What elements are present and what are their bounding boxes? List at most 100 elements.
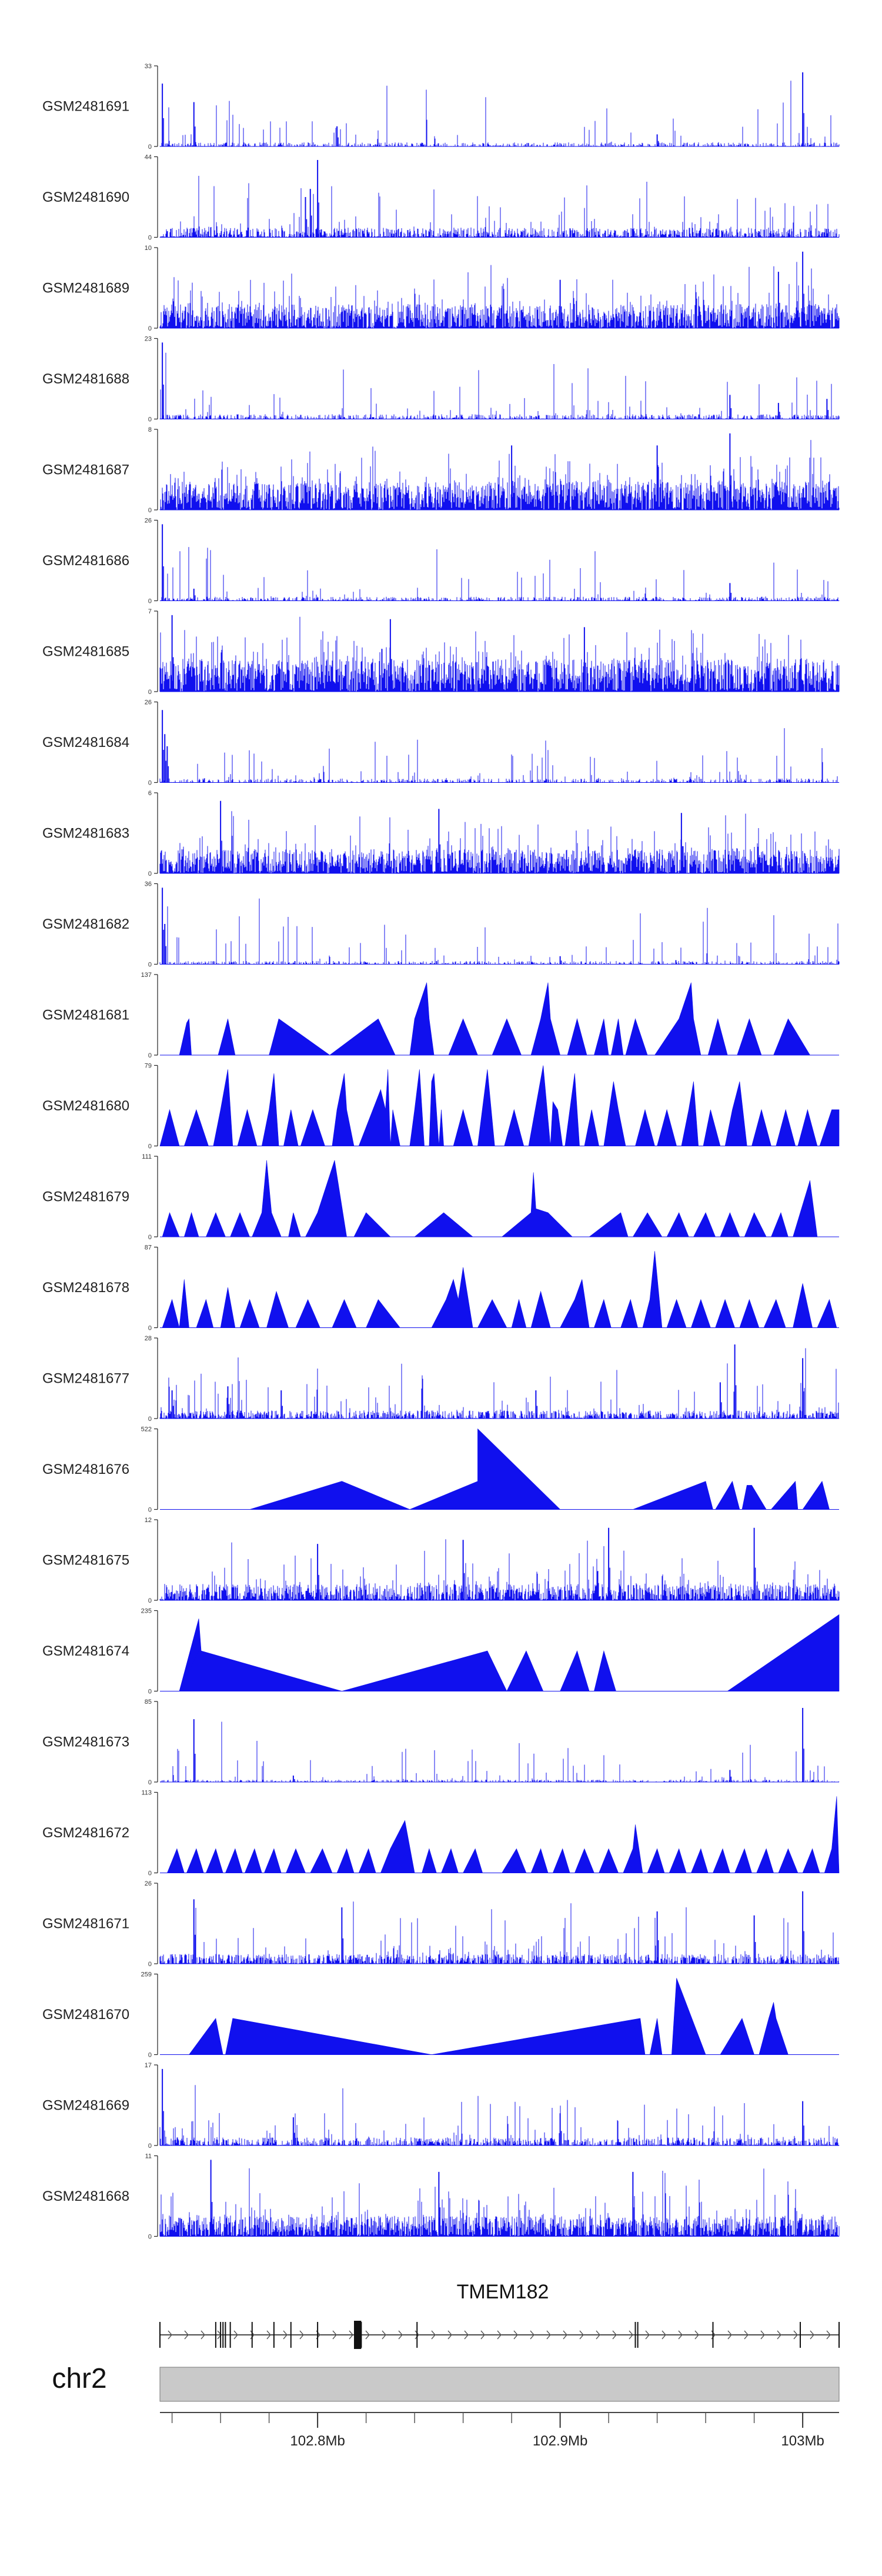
track-ymin-label: 0 — [148, 2143, 152, 2150]
coverage-signal — [188, 1978, 789, 2055]
coverage-signal — [159, 1901, 840, 1964]
track-ymax-label: 17 — [145, 2062, 152, 2069]
coverage-signal — [159, 81, 840, 146]
track-ymin-label: 0 — [148, 1325, 152, 1332]
track-GSM2481673: GSM2481673 85 0 — [42, 1699, 840, 1786]
coverage-signal — [162, 1251, 837, 1328]
track-label: GSM2481677 — [42, 1371, 129, 1387]
strand-arrow — [662, 2330, 666, 2340]
track-GSM2481672: GSM2481672 113 0 — [42, 1790, 840, 1877]
track-ymax-label: 26 — [145, 518, 152, 525]
track-ymin-label: 0 — [148, 144, 152, 151]
axis-minor-ticks — [171, 2413, 803, 2423]
strand-arrow — [826, 2330, 831, 2340]
strand-arrow — [497, 2330, 502, 2340]
track-GSM2481686: GSM2481686 26 0 — [42, 518, 840, 605]
track-ymin-label: 0 — [148, 1507, 152, 1514]
track-label: GSM2481690 — [42, 189, 129, 205]
gene-label: TMEM182 — [457, 2281, 549, 2303]
coverage-signal — [159, 728, 840, 783]
track-GSM2481674: GSM2481674 235 0 — [42, 1608, 840, 1696]
coverage-signal — [159, 1348, 840, 1419]
track-GSM2481691: GSM2481691 33 0 — [42, 63, 840, 151]
track-ymax-label: 26 — [145, 1880, 152, 1887]
track-label: GSM2481673 — [42, 1734, 129, 1750]
strand-arrow — [266, 2330, 271, 2340]
track-label: GSM2481688 — [42, 371, 129, 387]
coverage-signal — [159, 811, 840, 873]
track-ymin-label: 0 — [148, 507, 152, 514]
track-GSM2481679: GSM2481679 111 0 — [42, 1153, 839, 1241]
track-ymax-label: 85 — [145, 1699, 152, 1706]
strand-arrow — [382, 2330, 386, 2340]
strand-arrow — [283, 2330, 288, 2340]
track-ymin-label: 0 — [148, 689, 152, 696]
strand-arrow — [777, 2330, 781, 2340]
track-ymax-label: 79 — [145, 1063, 152, 1070]
coverage-signal — [159, 1539, 840, 1600]
track-ymin-label: 0 — [148, 1416, 152, 1423]
track-label: GSM2481687 — [42, 462, 129, 478]
strand-arrow — [447, 2330, 452, 2340]
strand-arrow — [760, 2330, 765, 2340]
strand-arrow — [546, 2330, 551, 2340]
track-GSM2481668: GSM2481668 11 0 — [42, 2153, 840, 2241]
track-ymax-label: 23 — [145, 336, 152, 343]
track-GSM2481675: GSM2481675 12 0 — [42, 1517, 840, 1604]
track-label: GSM2481691 — [42, 99, 129, 115]
track-ymax-label: 28 — [145, 1335, 152, 1342]
strand-arrow — [480, 2330, 485, 2340]
track-ymax-label: 26 — [145, 699, 152, 706]
track-label: GSM2481671 — [42, 1916, 129, 1932]
track-ymin-label: 0 — [148, 870, 152, 877]
track-label: GSM2481683 — [42, 826, 129, 842]
strand-arrow — [233, 2330, 238, 2340]
track-ymin-label: 0 — [148, 1961, 152, 1968]
strand-arrow — [793, 2330, 798, 2340]
strand-arrow — [415, 2330, 419, 2340]
track-ymax-label: 7 — [148, 608, 152, 615]
coverage-signal — [159, 898, 840, 965]
track-ymin-label: 0 — [148, 1234, 152, 1241]
track-ymin-label: 0 — [148, 1143, 152, 1150]
track-ymin-label: 0 — [148, 2234, 152, 2241]
track-GSM2481688: GSM2481688 23 0 — [42, 336, 840, 423]
track-ymax-label: 137 — [141, 972, 152, 979]
coverage-signal — [179, 1614, 840, 1692]
strand-arrow — [184, 2330, 189, 2340]
strand-arrow — [678, 2330, 683, 2340]
gene-track: TMEM182 — [159, 2281, 840, 2349]
track-GSM2481678: GSM2481678 87 0 — [42, 1244, 839, 1332]
gene-model — [159, 2321, 840, 2349]
track-ymax-label: 12 — [145, 1517, 152, 1524]
strand-arrow — [810, 2330, 814, 2340]
track-ymin-label: 0 — [148, 1870, 152, 1877]
track-ymin-label: 0 — [148, 1052, 152, 1059]
track-GSM2481684: GSM2481684 26 0 — [42, 699, 840, 787]
track-label: GSM2481682 — [42, 916, 129, 932]
track-ymin-label: 0 — [148, 1689, 152, 1696]
track-ymax-label: 8 — [148, 426, 152, 433]
strand-arrow — [596, 2330, 600, 2340]
strand-arrow — [694, 2330, 699, 2340]
track-ymin-label: 0 — [148, 2052, 152, 2059]
strand-arrow — [629, 2330, 633, 2340]
track-label: GSM2481678 — [42, 1280, 129, 1296]
coverage-signal — [159, 547, 840, 601]
strand-arrow — [727, 2330, 732, 2340]
track-label: GSM2481680 — [42, 1098, 129, 1114]
track-ymax-label: 33 — [145, 63, 152, 70]
coverage-signal — [159, 2168, 840, 2237]
coverage-signal — [159, 2085, 840, 2145]
strand-arrow — [332, 2330, 337, 2340]
strand-arrow — [744, 2330, 749, 2340]
coverage-signal — [166, 1796, 840, 1873]
coverage-signal — [159, 616, 840, 692]
track-ymax-label: 44 — [145, 154, 152, 161]
coverage-signal — [162, 1160, 818, 1237]
genome-axis: 102.8Mb 102.9Mb 103Mb — [160, 2412, 839, 2449]
track-GSM2481682: GSM2481682 36 0 — [42, 881, 840, 969]
strand-arrow — [464, 2330, 469, 2340]
coverage-signal — [159, 440, 840, 510]
strand-arrow — [349, 2330, 353, 2340]
